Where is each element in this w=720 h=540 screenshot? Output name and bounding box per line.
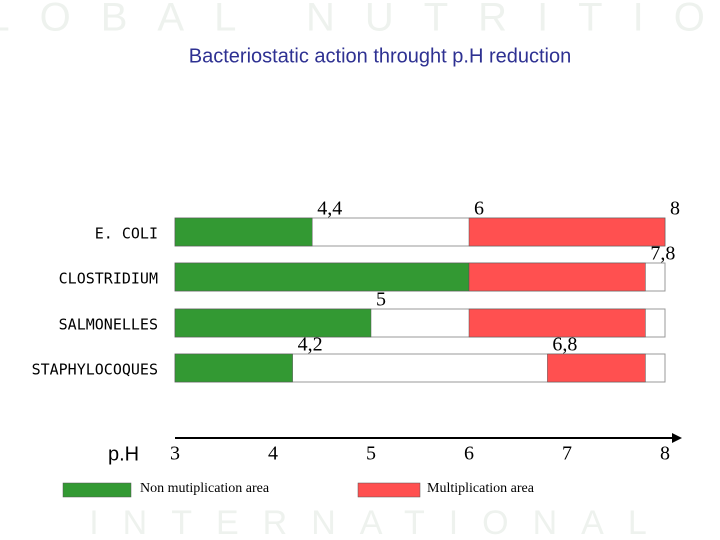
x-tick-label: 5 [366,443,376,465]
data-label: 6 [474,198,484,220]
chart-title: Bacteriostatic action throught p.H reduc… [189,45,571,67]
x-tick-label: 6 [464,443,474,465]
bar [174,217,313,247]
legend-swatch [62,482,132,498]
watermark: INTERNATIONAL [89,504,671,540]
data-label: 8 [670,198,680,220]
bar [174,262,470,292]
data-label: 5 [376,289,386,311]
legend-label: Non mutiplication area [140,481,270,496]
data-label: 6,8 [552,334,577,356]
category-label: SALMONELLES [59,316,158,334]
axis-arrow [672,433,682,443]
x-tick-label: 7 [562,443,572,465]
data-label: 4,2 [298,334,323,356]
watermark: GLOBAL NUTRITION [0,0,720,40]
data-label: 4,4 [317,198,342,220]
category-label: STAPHYLOCOQUES [32,361,158,379]
x-tick-label: 3 [170,443,180,465]
data-label: 7,8 [650,243,675,265]
x-tick-label: 4 [268,443,278,465]
x-tick-label: 8 [660,443,670,465]
category-label: CLOSTRIDIUM [59,270,158,288]
legend-swatch [357,482,421,498]
category-label: E. COLI [95,225,158,243]
bar [468,262,646,292]
bar [468,217,666,247]
bar [174,308,372,338]
legend-label: Multiplication area [427,481,535,496]
bar [174,353,293,383]
bar [547,353,646,383]
x-axis-label: p.H [108,443,139,465]
bar [468,308,646,338]
